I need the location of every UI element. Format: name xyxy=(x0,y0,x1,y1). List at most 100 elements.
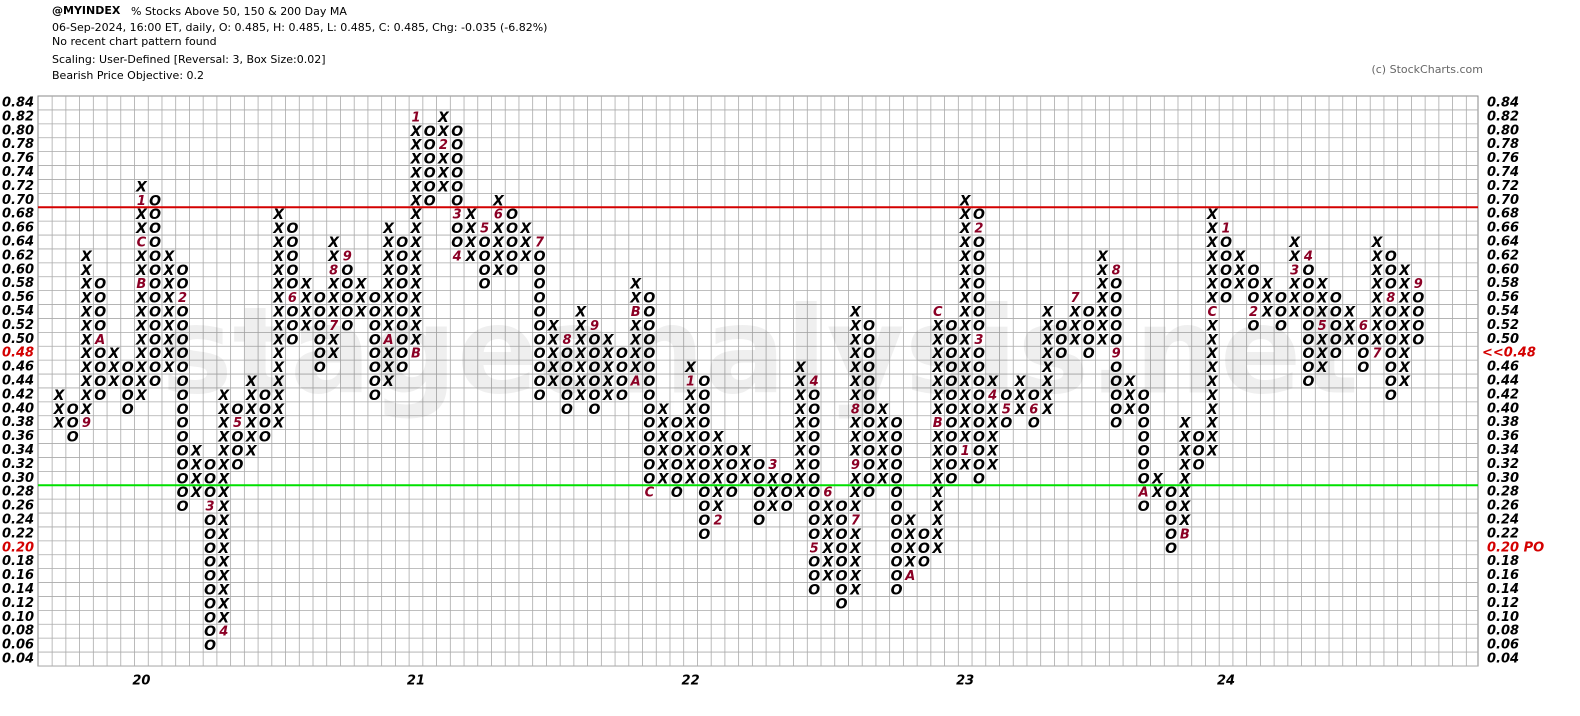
box-symbol: X xyxy=(1343,332,1356,348)
y-tick-label: 0.22 xyxy=(1487,526,1519,541)
box-symbol: O xyxy=(698,471,710,487)
box-symbol: O xyxy=(369,388,381,404)
box-symbol: O xyxy=(149,193,161,209)
box-symbol: X xyxy=(959,346,972,362)
y-tick-label: 0.80 xyxy=(1487,123,1519,138)
y-tick-label: 0.40 xyxy=(2,401,34,416)
box-symbol: X xyxy=(217,485,230,501)
box-symbol: O xyxy=(149,263,161,279)
box-symbol: X xyxy=(1316,360,1329,376)
box-symbol: O xyxy=(1110,374,1122,390)
box-symbol: O xyxy=(286,277,298,293)
box-symbol: X xyxy=(245,374,258,390)
box-symbol: O xyxy=(808,471,820,487)
box-symbol: X xyxy=(1014,388,1027,404)
y-tick-label: 0.56 xyxy=(2,290,34,305)
box-symbol: O xyxy=(671,444,683,460)
box-symbol: X xyxy=(217,527,230,543)
box-symbol: X xyxy=(1316,305,1329,321)
box-symbol: O xyxy=(204,527,216,543)
box-symbol: O xyxy=(1138,499,1150,515)
box-symbol: X xyxy=(904,527,917,543)
box-symbol: O xyxy=(643,457,655,473)
y-tick-label: 0.82 xyxy=(2,109,34,124)
box-symbol: X xyxy=(217,388,230,404)
month-marker: B xyxy=(136,277,146,292)
box-symbol: X xyxy=(1371,291,1384,307)
box-symbol: O xyxy=(1055,318,1067,334)
y-tick-label: 0.60 xyxy=(2,262,34,277)
box-symbol: O xyxy=(534,346,546,362)
box-symbol: X xyxy=(1178,513,1191,529)
box-symbol: X xyxy=(574,388,587,404)
box-symbol: O xyxy=(396,291,408,307)
box-symbol: X xyxy=(1041,318,1054,334)
month-marker: 1 xyxy=(1222,222,1231,237)
y-tick-label: 0.82 xyxy=(1487,109,1519,124)
box-symbol: X xyxy=(574,360,587,376)
box-symbol: X xyxy=(602,360,615,376)
box-symbol: X xyxy=(684,388,697,404)
box-symbol: X xyxy=(272,346,285,362)
box-symbol: X xyxy=(821,527,834,543)
box-symbol: O xyxy=(616,374,628,390)
month-marker: 3 xyxy=(1290,263,1299,278)
month-marker: 6 xyxy=(494,208,503,223)
box-symbol: O xyxy=(314,332,326,348)
box-symbol: O xyxy=(836,555,848,571)
month-marker: 8 xyxy=(562,333,571,348)
box-symbol: X xyxy=(1398,332,1411,348)
month-marker: C xyxy=(933,305,943,320)
box-symbol: X xyxy=(382,360,395,376)
box-symbol: X xyxy=(794,374,807,390)
box-symbol: X xyxy=(80,305,93,321)
box-symbol: O xyxy=(396,332,408,348)
box-symbol: X xyxy=(80,402,93,418)
box-symbol: X xyxy=(80,263,93,279)
box-symbol: X xyxy=(876,457,889,473)
box-symbol: O xyxy=(1412,318,1424,334)
box-symbol: O xyxy=(396,305,408,321)
box-symbol: O xyxy=(671,485,683,501)
box-symbol: X xyxy=(849,305,862,321)
box-symbol: O xyxy=(177,402,189,418)
y-tick-label: 0.08 xyxy=(2,624,34,639)
box-symbol: X xyxy=(1398,374,1411,390)
box-symbol: O xyxy=(945,457,957,473)
box-symbol: X xyxy=(437,166,450,182)
box-symbol: O xyxy=(369,360,381,376)
box-symbol: X xyxy=(794,471,807,487)
box-symbol: O xyxy=(204,485,216,501)
box-symbol: O xyxy=(973,305,985,321)
box-symbol: O xyxy=(396,318,408,334)
box-symbol: O xyxy=(506,263,518,279)
box-symbol: O xyxy=(891,457,903,473)
box-symbol: O xyxy=(94,374,106,390)
box-symbol: X xyxy=(931,444,944,460)
box-symbol: O xyxy=(973,207,985,223)
box-symbol: O xyxy=(177,471,189,487)
box-symbol: X xyxy=(712,471,725,487)
box-symbol: O xyxy=(1385,346,1397,362)
month-marker: 4 xyxy=(218,625,228,640)
box-symbol: O xyxy=(1165,527,1177,543)
box-symbol: X xyxy=(135,179,148,195)
box-symbol: X xyxy=(1371,305,1384,321)
box-symbol: X xyxy=(410,138,423,154)
y-tick-label: 0.52 xyxy=(2,318,34,333)
box-symbol: O xyxy=(534,249,546,265)
box-symbol: X xyxy=(1014,374,1027,390)
box-symbol: O xyxy=(616,346,628,362)
box-symbol: X xyxy=(876,430,889,446)
